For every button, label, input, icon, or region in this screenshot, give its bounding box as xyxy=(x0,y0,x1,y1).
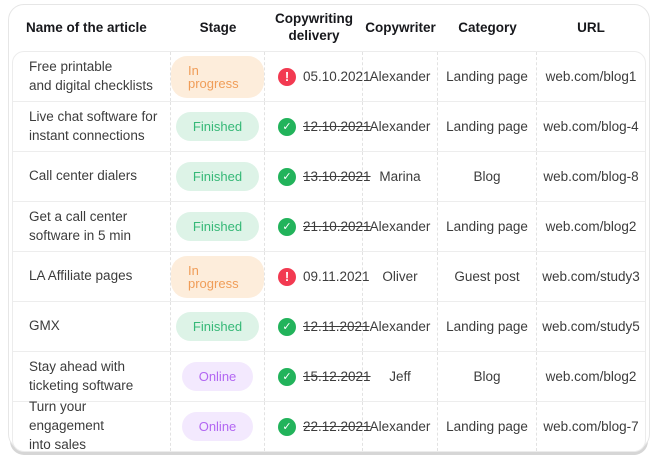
delivery-date: 22.12.2021 xyxy=(303,419,371,434)
stage-badge: Online xyxy=(181,362,254,391)
column-header-stage: Stage xyxy=(199,19,237,35)
article-name: Turn your engagement into sales xyxy=(13,399,171,451)
stage-badge: Finished xyxy=(175,312,260,341)
delivery-cell: 21.10.2021 xyxy=(265,202,371,251)
copywriter-cell: Oliver xyxy=(363,252,438,301)
delivery-cell: 09.11.2021 xyxy=(265,252,370,301)
stage-badge: Finished xyxy=(175,212,260,241)
stage-cell: In progress xyxy=(171,52,265,101)
category-cell: Landing page xyxy=(438,52,537,101)
stage-badge: Finished xyxy=(175,112,260,141)
stage-badge: In progress xyxy=(171,55,264,98)
article-name: Call center dialers xyxy=(13,152,171,201)
stage-cell: Finished xyxy=(171,152,265,201)
delivery-cell: 15.12.2021 xyxy=(265,352,371,401)
table-row: LA Affiliate pages In progress 09.11.202… xyxy=(13,251,645,301)
delivery-cell: 12.11.2021 xyxy=(265,302,370,351)
delivery-cell: 05.10.2021 xyxy=(265,52,371,101)
url-cell: web.com/blog1 xyxy=(545,69,637,84)
delivery-cell: 22.12.2021 xyxy=(265,402,371,451)
delivery-date: 13.10.2021 xyxy=(303,169,371,184)
article-name: LA Affiliate pages xyxy=(13,252,171,301)
column-header-copywriter: Copywriter xyxy=(365,19,436,35)
alert-circle-icon xyxy=(278,67,296,86)
check-circle-icon xyxy=(278,417,296,436)
check-circle-icon xyxy=(278,317,296,336)
table-row: Stay ahead with ticketing software Onlin… xyxy=(13,351,645,401)
copywriter-cell: Alexander xyxy=(363,402,438,451)
category-cell: Blog xyxy=(438,352,537,401)
category-cell: Landing page xyxy=(438,102,537,151)
table-row: Call center dialers Finished 13.10.2021 … xyxy=(13,151,645,201)
article-name: Stay ahead with ticketing software xyxy=(13,352,171,401)
category-cell: Guest post xyxy=(438,252,537,301)
delivery-date: 12.10.2021 xyxy=(303,119,371,134)
stage-badge: Finished xyxy=(175,162,260,191)
copywriter-cell: Jeff xyxy=(363,352,438,401)
category-cell: Blog xyxy=(438,152,537,201)
table-row: Live chat software for instant connectio… xyxy=(13,101,645,151)
url-cell: web.com/blog-7 xyxy=(543,419,639,434)
delivery-date: 12.11.2021 xyxy=(303,319,370,334)
url-cell: web.com/blog-4 xyxy=(543,119,639,134)
stage-cell: Finished xyxy=(171,202,265,251)
table-row: Get a call center software in 5 min Fini… xyxy=(13,201,645,251)
table-body: Free printable and digital checklists In… xyxy=(12,51,646,452)
url-cell: web.com/blog2 xyxy=(545,219,637,234)
article-name: Get a call center software in 5 min xyxy=(13,202,171,251)
category-cell: Landing page xyxy=(438,202,537,251)
column-header-url: URL xyxy=(577,19,605,35)
delivery-date: 05.10.2021 xyxy=(303,69,371,84)
table-row: Turn your engagement into sales Online 2… xyxy=(13,399,645,451)
url-cell: web.com/blog-8 xyxy=(543,169,639,184)
url-cell: web.com/study3 xyxy=(542,269,640,284)
column-header-name: Name of the article xyxy=(26,19,147,35)
check-circle-icon xyxy=(278,167,296,186)
stage-cell: Finished xyxy=(171,302,265,351)
delivery-cell: 12.10.2021 xyxy=(265,102,371,151)
content-table-card: Name of the article Stage Copywriting de… xyxy=(8,4,650,452)
stage-cell: Online xyxy=(171,402,265,451)
article-name: Free printable and digital checklists xyxy=(13,52,171,101)
stage-badge: Online xyxy=(181,412,254,441)
delivery-cell: 13.10.2021 xyxy=(265,152,371,201)
check-circle-icon xyxy=(278,117,296,136)
delivery-date: 09.11.2021 xyxy=(303,269,370,284)
copywriter-cell: Alexander xyxy=(363,302,438,351)
category-cell: Landing page xyxy=(438,402,537,451)
check-circle-icon xyxy=(278,217,296,236)
stage-cell: Finished xyxy=(171,102,265,151)
copywriter-cell: Alexander xyxy=(363,102,438,151)
check-circle-icon xyxy=(278,367,296,386)
stage-cell: Online xyxy=(171,352,265,401)
delivery-date: 21.10.2021 xyxy=(303,219,371,234)
column-header-category: Category xyxy=(458,19,517,35)
copywriter-cell: Alexander xyxy=(363,202,438,251)
column-header-copywriting-delivery: Copywriting delivery xyxy=(275,11,353,43)
article-name: Live chat software for instant connectio… xyxy=(13,102,171,151)
copywriter-cell: Alexander xyxy=(363,52,438,101)
table-row: Free printable and digital checklists In… xyxy=(13,52,645,101)
copywriter-cell: Marina xyxy=(363,152,438,201)
url-cell: web.com/study5 xyxy=(542,319,640,334)
article-name: GMX xyxy=(13,302,171,351)
stage-badge: In progress xyxy=(171,255,264,298)
table-header-row: Name of the article Stage Copywriting de… xyxy=(13,5,645,51)
url-cell: web.com/blog2 xyxy=(545,369,637,384)
alert-circle-icon xyxy=(278,267,296,286)
stage-cell: In progress xyxy=(171,252,265,301)
category-cell: Landing page xyxy=(438,302,537,351)
delivery-date: 15.12.2021 xyxy=(303,369,371,384)
table-row: GMX Finished 12.11.2021 Alexander Landin… xyxy=(13,301,645,351)
